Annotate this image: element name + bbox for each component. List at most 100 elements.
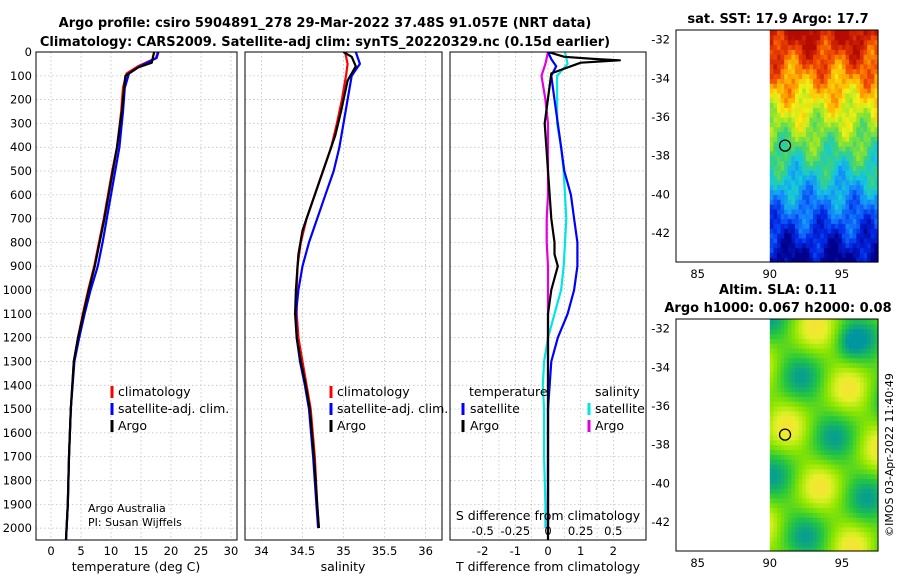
sst-cell (820, 204, 825, 210)
sst-cell (784, 59, 789, 65)
sla-cell (852, 536, 857, 542)
sla-cell (820, 435, 825, 441)
sst-cell (852, 107, 857, 113)
sla-cell (841, 386, 847, 393)
sst-cell (823, 136, 829, 142)
legend-satellite-label: satellite-adj. clim. (337, 401, 448, 416)
sst-cell (827, 179, 832, 186)
latitude-tick-label: -36 (651, 110, 670, 124)
sla-cell (867, 488, 872, 494)
sst-cell (784, 175, 789, 181)
sla-cell (863, 367, 868, 373)
sst-cell (798, 83, 803, 89)
sst-cell (870, 199, 875, 205)
sla-cell (859, 493, 865, 499)
sst-cell (831, 199, 836, 205)
sst-cell (820, 218, 825, 224)
sst-cell (823, 112, 829, 118)
sla-cell (841, 454, 847, 460)
sst-cell (827, 247, 832, 253)
sla-cell (784, 420, 789, 426)
sla-cell (874, 415, 879, 422)
sst-cell (870, 189, 875, 195)
sla-cell (780, 391, 785, 397)
sla-cell (863, 478, 868, 484)
sla-cell (802, 357, 807, 364)
sla-cell (863, 381, 868, 388)
sst-cell (802, 194, 807, 200)
sla-cell (791, 425, 796, 431)
sla-cell (820, 473, 825, 480)
sst-cell (784, 170, 789, 176)
sst-cell (823, 233, 829, 239)
sla-cell (845, 377, 850, 383)
sla-cell (834, 343, 839, 349)
sst-cell (834, 146, 839, 152)
sst-cell (867, 131, 872, 137)
sst-cell (852, 63, 857, 70)
sst-cell (874, 112, 879, 118)
sst-cell (845, 59, 850, 65)
sla-cell (849, 473, 854, 480)
sla-cell (780, 546, 785, 552)
sla-cell (787, 377, 793, 383)
sst-cell (780, 97, 785, 104)
sla-cell (867, 517, 872, 523)
sst-cell (773, 155, 778, 162)
sla-cell (813, 381, 818, 388)
sst-cell (838, 194, 843, 200)
sst-cell (769, 107, 774, 113)
sla-cell (841, 328, 847, 335)
sst-cell (838, 107, 843, 113)
sla-cell (820, 512, 825, 518)
sla-cell (874, 531, 879, 538)
sla-cell (841, 381, 847, 388)
sla-cell (777, 348, 782, 354)
sst-cell (827, 199, 832, 205)
sst-cell (841, 44, 847, 50)
sla-cell (870, 464, 875, 470)
sla-cell (820, 483, 825, 489)
sst-cell (769, 199, 774, 205)
sla-cell (784, 415, 789, 422)
sst-cell (791, 54, 796, 60)
sla-cell (791, 391, 796, 397)
sla-cell (859, 391, 865, 397)
sst-cell (823, 228, 829, 234)
sst-cell (791, 170, 796, 176)
sst-cell (834, 39, 839, 46)
sla-cell (784, 439, 789, 446)
sla-cell (784, 343, 789, 349)
sst-cell (773, 257, 778, 263)
sla-cell (798, 319, 803, 325)
sst-cell (809, 97, 814, 104)
sla-cell (859, 367, 865, 373)
sla-cell (870, 454, 875, 460)
sst-cell (831, 92, 836, 99)
x-tick-label: 25 (194, 544, 209, 558)
sst-argo-location-marker (778, 139, 792, 152)
sla-cell (809, 338, 814, 344)
sst-cell (852, 73, 857, 79)
sst-cell (845, 218, 850, 224)
sla-cell (813, 377, 818, 383)
sla-cell (777, 439, 782, 446)
sla-cell (769, 401, 774, 407)
sst-cell (805, 165, 811, 171)
sla-cell (827, 338, 832, 344)
sst-cell (845, 199, 850, 205)
sst-cell (856, 237, 861, 244)
sst-cell (856, 68, 861, 75)
sst-cell (838, 92, 843, 99)
sla-cell (809, 546, 814, 552)
sla-cell (777, 546, 782, 552)
sst-cell (845, 155, 850, 162)
sst-cell (838, 165, 843, 171)
sst-cell (834, 63, 839, 70)
sla-cell (791, 522, 796, 528)
sla-cell (863, 362, 868, 368)
sst-cell (795, 73, 800, 79)
sla-cell (838, 425, 843, 431)
sst-cell (823, 59, 829, 65)
sst-cell (784, 199, 789, 205)
